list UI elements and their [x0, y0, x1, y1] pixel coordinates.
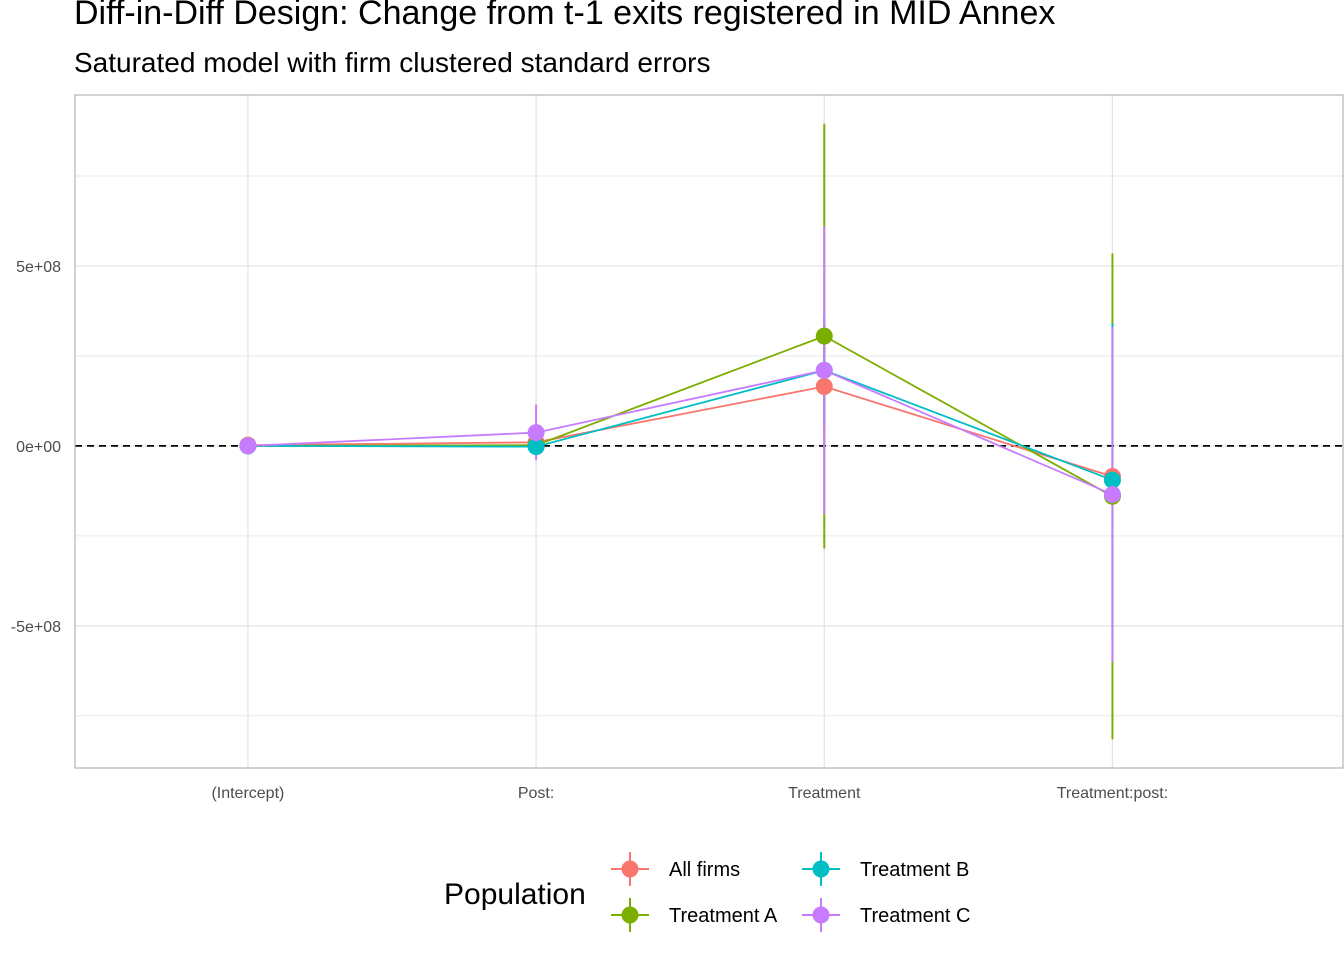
legend: Population All firms Treatment A Treatment… [444, 852, 970, 932]
series-layer [239, 123, 1121, 740]
legend-label: Treatment A [669, 905, 778, 927]
series-line [247, 335, 1113, 498]
x-tick-label: Treatment [788, 785, 861, 802]
data-point [1103, 471, 1121, 489]
y-axis: -5e+08 0e+00 5e+08 [11, 259, 61, 636]
legend-key-point [621, 906, 639, 924]
data-point [527, 438, 545, 456]
series-line [247, 369, 1113, 496]
data-point [239, 437, 257, 455]
legend-title: Population [444, 878, 586, 911]
data-point [815, 361, 833, 379]
panel-border [74, 94, 1344, 769]
legend-label: Treatment B [860, 859, 969, 881]
legend-key [611, 898, 649, 932]
chart-title: Diff-in-Diff Design: Change from t-1 exi… [74, 0, 1056, 32]
y-tick-label: 5e+08 [16, 259, 61, 276]
data-point [815, 327, 833, 345]
series-treatment-b [246, 316, 1114, 637]
chart-subtitle: Saturated model with firm clustered stan… [74, 47, 711, 78]
legend-key [802, 852, 840, 886]
legend-key-point [621, 860, 639, 878]
points-treatment-b [239, 361, 1121, 489]
points-treatment-c [239, 361, 1121, 503]
data-point [1103, 485, 1121, 503]
data-point [527, 424, 545, 442]
legend-label: Treatment C [860, 905, 970, 927]
series-line [247, 369, 1113, 481]
points-all-firms [239, 378, 1121, 485]
x-tick-label: Treatment:post: [1057, 785, 1168, 802]
legend-key-point [812, 906, 830, 924]
series-all-firms [246, 334, 1114, 504]
legend-key-point [812, 860, 830, 878]
x-tick-label: (Intercept) [211, 785, 284, 802]
grid [75, 95, 1343, 768]
y-tick-label: 0e+00 [16, 439, 61, 456]
legend-key [611, 852, 649, 886]
x-tick-label: Post: [518, 785, 554, 802]
points-treatment-a [239, 327, 1121, 505]
y-tick-label: -5e+08 [11, 619, 61, 636]
data-point [815, 378, 833, 396]
legend-key [802, 898, 840, 932]
x-axis: (Intercept) Post: Treatment Treatment:post: [211, 785, 1168, 802]
legend-label: All firms [669, 859, 740, 881]
